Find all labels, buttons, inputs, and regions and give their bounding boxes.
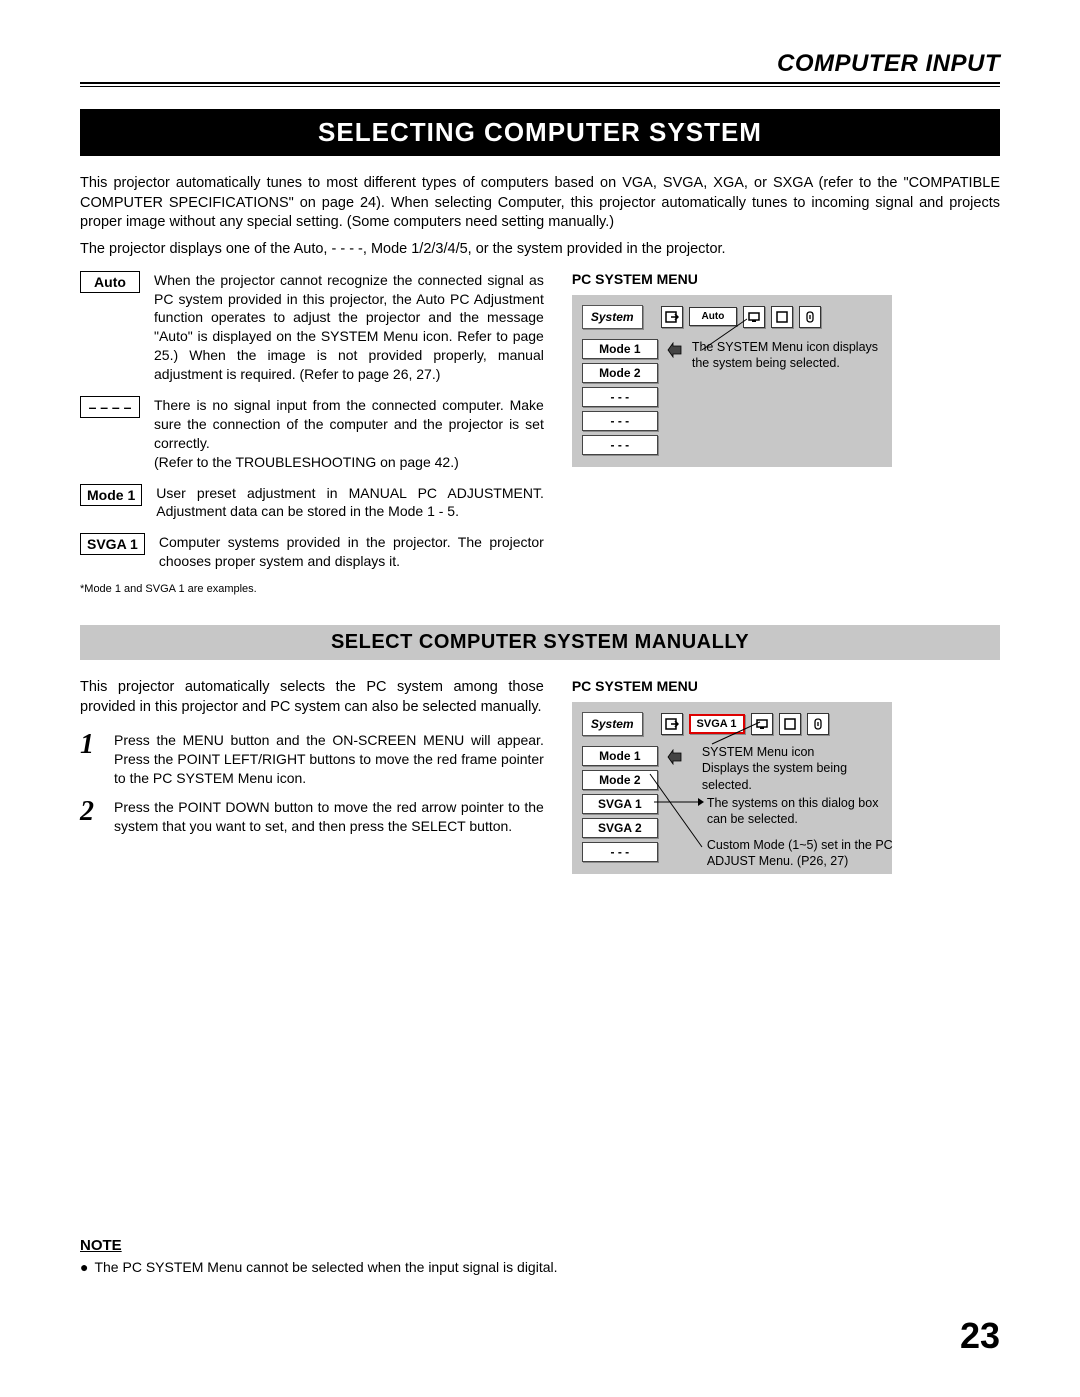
menu1-system-label: System [582, 305, 643, 329]
menu2-caption3: Custom Mode (1~5) set in the PC ADJUST M… [707, 837, 907, 870]
footnote: *Mode 1 and SVGA 1 are examples. [80, 583, 544, 595]
sub-heading: SELECT COMPUTER SYSTEM MANUALLY [80, 625, 1000, 660]
menu1-caption: The SYSTEM Menu icon displays the system… [692, 339, 882, 372]
display-icon [743, 306, 765, 328]
settings-icon [807, 713, 829, 735]
arrow-left-icon [666, 341, 684, 359]
menu2-system-label: System [582, 712, 643, 736]
menu2-item: SVGA 1 [582, 794, 658, 814]
menu2-item: SVGA 2 [582, 818, 658, 838]
intro-paragraph-2: The projector displays one of the Auto, … [80, 241, 1000, 257]
menu2-item: Mode 1 [582, 746, 658, 766]
page-number: 23 [960, 1315, 1000, 1357]
menu2-title: PC SYSTEM MENU [572, 678, 1000, 694]
menu1-title: PC SYSTEM MENU [572, 271, 1000, 287]
menu1-item: Mode 1 [582, 339, 658, 359]
menu1-item: - - - [582, 387, 658, 407]
step-number-2: 2 [80, 798, 100, 836]
screen-icon [779, 713, 801, 735]
step-text-2: Press the POINT DOWN button to move the … [114, 798, 544, 836]
bullet-icon: ● [80, 1258, 88, 1277]
screen-icon [771, 306, 793, 328]
def-text-dashes: There is no signal input from the connec… [154, 396, 544, 472]
input-icon [661, 713, 683, 735]
settings-icon [799, 306, 821, 328]
main-heading: SELECTING COMPUTER SYSTEM [80, 109, 1000, 156]
manual-intro: This projector automatically selects the… [80, 678, 544, 717]
menu1-item: Mode 2 [582, 363, 658, 383]
def-label-svga1: SVGA 1 [80, 533, 145, 555]
section-header: COMPUTER INPUT [80, 50, 1000, 78]
menu1-item: - - - [582, 411, 658, 431]
def-label-auto: Auto [80, 271, 140, 293]
intro-paragraph-1: This projector automatically tunes to mo… [80, 174, 1000, 233]
menu2-selected: SVGA 1 [689, 714, 745, 734]
header-rule [80, 82, 1000, 87]
def-text-svga1: Computer systems provided in the project… [159, 533, 544, 571]
display-icon [751, 713, 773, 735]
menu2-item: - - - [582, 842, 658, 862]
def-label-dashes: – – – – [80, 396, 140, 418]
menu1-item: - - - [582, 435, 658, 455]
menu2-item: Mode 2 [582, 770, 658, 790]
note-body: The PC SYSTEM Menu cannot be selected wh… [94, 1258, 557, 1277]
input-icon [661, 306, 683, 328]
menu1-selected: Auto [689, 307, 738, 326]
def-text-auto: When the projector cannot recognize the … [154, 271, 544, 384]
arrow-left-icon [666, 748, 684, 766]
menu2-caption2: The systems on this dialog box can be se… [707, 795, 897, 828]
def-label-mode1: Mode 1 [80, 484, 142, 506]
menu1-box: System Auto Mode 1 Mode 2 - - - [572, 295, 892, 467]
step-number-1: 1 [80, 731, 100, 788]
note-title: NOTE [80, 1237, 600, 1254]
def-text-mode1: User preset adjustment in MANUAL PC ADJU… [156, 484, 544, 522]
menu2-caption1: SYSTEM Menu icon Displays the system bei… [702, 744, 882, 793]
step-text-1: Press the MENU button and the ON-SCREEN … [114, 731, 544, 788]
